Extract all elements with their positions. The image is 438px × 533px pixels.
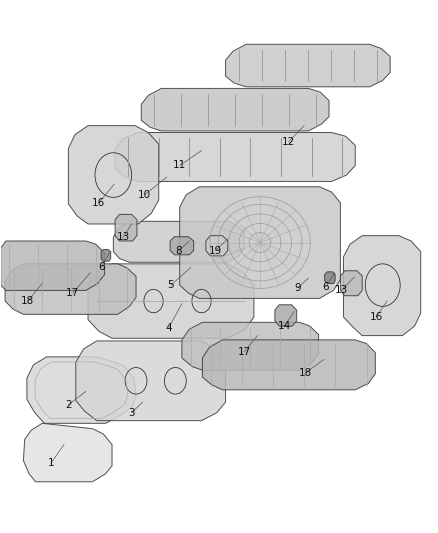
Polygon shape: [27, 357, 136, 423]
Text: 13: 13: [335, 286, 348, 295]
Polygon shape: [202, 340, 375, 390]
Polygon shape: [343, 236, 421, 336]
Polygon shape: [101, 249, 111, 261]
Polygon shape: [76, 341, 226, 421]
Text: 5: 5: [168, 280, 174, 290]
Text: 2: 2: [65, 400, 72, 410]
Polygon shape: [325, 272, 335, 284]
Text: 6: 6: [99, 262, 105, 271]
Text: 13: 13: [117, 232, 130, 243]
Text: 12: 12: [282, 136, 296, 147]
Text: 4: 4: [166, 322, 172, 333]
Text: 1: 1: [48, 458, 54, 468]
Text: 11: 11: [173, 160, 186, 171]
Text: 9: 9: [294, 283, 301, 293]
Polygon shape: [226, 44, 390, 87]
Text: 8: 8: [176, 246, 182, 255]
Polygon shape: [113, 221, 244, 262]
Text: 18: 18: [21, 296, 35, 306]
Polygon shape: [68, 126, 159, 224]
Polygon shape: [275, 305, 297, 326]
Polygon shape: [182, 322, 318, 370]
Polygon shape: [170, 237, 194, 255]
Polygon shape: [1, 241, 105, 290]
Polygon shape: [115, 214, 137, 241]
Text: 10: 10: [138, 190, 152, 200]
Text: 18: 18: [299, 368, 312, 378]
Polygon shape: [141, 88, 329, 131]
Text: 3: 3: [128, 408, 135, 418]
Polygon shape: [5, 264, 136, 314]
Polygon shape: [206, 236, 228, 256]
Text: 19: 19: [209, 246, 222, 255]
Polygon shape: [23, 423, 112, 482]
Text: 17: 17: [66, 288, 79, 298]
Text: 17: 17: [238, 346, 251, 357]
Polygon shape: [340, 271, 362, 296]
Text: 16: 16: [370, 312, 383, 322]
Polygon shape: [115, 133, 355, 181]
Text: 6: 6: [323, 282, 329, 292]
Polygon shape: [180, 187, 340, 298]
Text: 14: 14: [278, 321, 291, 331]
Text: 16: 16: [92, 198, 106, 208]
Polygon shape: [88, 264, 254, 338]
